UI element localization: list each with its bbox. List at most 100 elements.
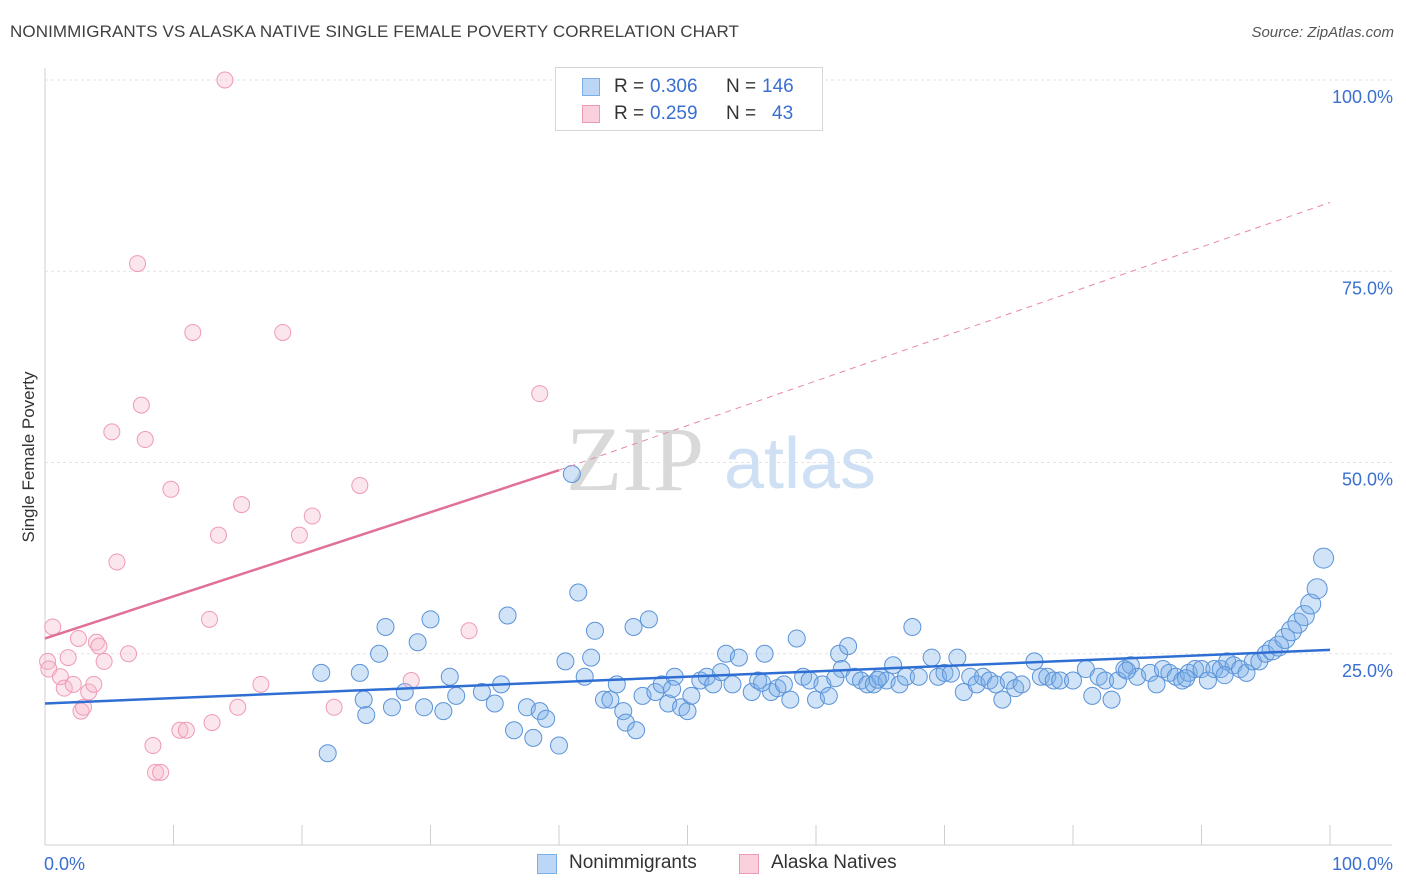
alaska-natives-point [325,698,343,716]
nonimmigrants-point [868,670,887,689]
alaska-natives-point [136,431,154,449]
nonimmigrants-point [434,702,453,721]
chart-title: NONIMMIGRANTS VS ALASKA NATIVE SINGLE FE… [10,22,740,41]
legend-r-label: R = [614,103,645,124]
y-tick-label: 50.0% [1342,470,1393,490]
x-tick-label: 100.0% [1332,854,1393,874]
nonimmigrants-point [1044,671,1063,690]
nonimmigrants-point [1192,660,1211,679]
y-axis-label: Single Female Poverty [19,371,38,543]
gridlines [45,79,1392,655]
nonimmigrants-point [1064,671,1082,690]
legend-n-value: 146 [762,76,794,97]
legend-r-value: 0.306 [650,76,698,97]
nonimmigrants-point [382,698,401,717]
nonimmigrants-point [781,690,800,709]
nonimmigrants-point [354,690,373,709]
alaska-natives-point [274,323,292,341]
alaska-natives-point [120,645,138,663]
nonimmigrants-point [839,637,858,656]
nonimmigrants-point [582,648,601,667]
legend-n-label: N = [726,103,757,124]
alaska-natives-point [460,622,478,640]
alaska-natives-point [200,610,218,628]
nonimmigrants-point [370,644,389,663]
nonimmigrants-point [890,675,909,694]
nonimmigrants-point [1051,671,1070,690]
nonimmigrants-point [594,690,613,709]
alaska-natives-point [162,480,180,498]
nonimmigrants-point [774,675,793,694]
nonimmigrants-point [639,610,658,629]
nonimmigrants-point [1237,663,1256,682]
alaska-natives-point [203,714,221,732]
alaska-natives-point [290,526,308,544]
bottom-legend-label: Alaska Natives [771,852,897,873]
nonimmigrants-point [614,702,633,721]
nonimmigrants-point [312,663,331,682]
legend-swatch-pink [582,105,600,123]
legend-row-nonimmigrants: R = 0.306 N = 146 [556,74,822,102]
nonimmigrants-point [498,606,517,625]
legend-r-label: R = [614,76,645,97]
y-tick-label: 25.0% [1342,661,1393,681]
nonimmigrants-point [556,652,575,671]
alaska-natives-point [75,698,93,716]
alaska-natives-point [252,675,270,693]
nonimmigrants-point [562,464,581,483]
nonimmigrants-point [421,610,440,629]
nonimmigrants-point [948,648,967,667]
nonimmigrants-point [350,663,369,682]
nonimmigrants-point [755,644,774,663]
y-tick-label: 100.0% [1332,87,1393,107]
alaska-natives-point [216,71,234,89]
alaska-natives-point [402,672,420,690]
alaska-natives-point [147,763,165,781]
nonimmigrants-point [1012,675,1031,694]
bottom-legend-swatch-blue [537,854,557,874]
nonimmigrants-point [922,648,941,667]
nonimmigrants-point [505,721,524,740]
data-points [39,71,1335,781]
nonimmigrants-point [1147,675,1166,694]
nonimmigrants-point [1083,686,1102,705]
alaska-natives-point [177,721,195,739]
alaska-natives-point [103,423,121,441]
nonimmigrants-point [447,686,466,705]
correlation-legend: R = 0.306 N = 146 R = 0.259 N = 43 [555,67,823,131]
alaska-natives-point [132,396,150,414]
nonimmigrants-point [408,633,427,652]
legend-swatch-blue [582,78,600,96]
nonimmigrants-point [1293,605,1315,626]
nonimmigrants-point [729,648,748,667]
alaska-natives-point [95,652,113,670]
nonimmigrants-point [826,669,845,688]
nonimmigrants-point [440,667,459,686]
alaska-natives-trend-line [44,468,560,640]
nonimmigrants-point [753,673,772,692]
nonimmigrants-point [357,705,376,724]
alaska-natives-point [44,618,62,636]
nonimmigrants-point [616,713,635,732]
nonimmigrants-point [1313,547,1335,569]
nonimmigrants-point [1215,666,1234,685]
nonimmigrants-point [903,617,922,636]
nonimmigrants-point [909,667,928,686]
nonimmigrants-point [472,683,491,701]
nonimmigrants-point [742,683,761,701]
nonimmigrants-point [1186,660,1205,679]
source-label: Source: ZipAtlas.com [1251,24,1394,41]
nonimmigrants-point [624,617,643,636]
alaska-natives-point [64,675,82,693]
nonimmigrants-point [318,744,337,763]
nonimmigrants-point [935,663,954,682]
trend-lines [44,201,1331,705]
nonimmigrants-point [678,702,697,721]
alaska-natives-point [144,737,162,755]
watermark: ZIP atlas [566,408,876,510]
nonimmigrants-point [415,698,434,717]
legend-r-value: 0.259 [650,103,698,124]
watermark-atlas: atlas [724,424,876,504]
x-tick-label: 0.0% [44,854,85,874]
nonimmigrants-point [1096,671,1115,690]
